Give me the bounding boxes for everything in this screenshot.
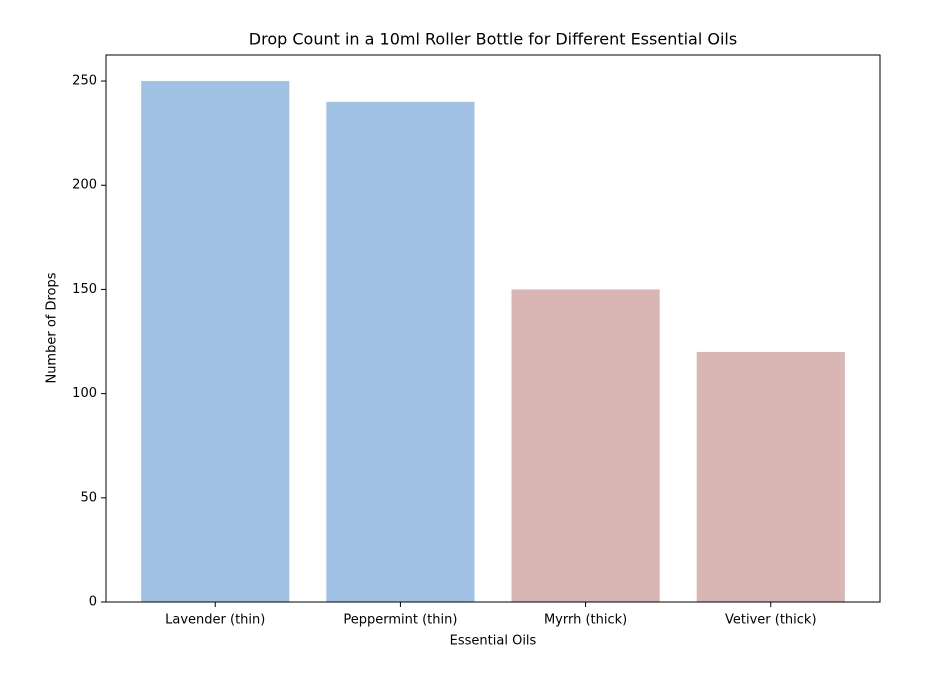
chart-title: Drop Count in a 10ml Roller Bottle for D… [249,30,737,49]
y-tick-label: 150 [72,282,97,297]
x-tick-label: Vetiver (thick) [725,613,817,628]
bar [326,101,475,602]
y-axis-label: Number of Drops [45,272,60,383]
y-tick-label: 50 [80,490,97,505]
bar [141,81,290,603]
y-tick-label: 200 [72,178,97,193]
x-axis-label: Essential Oils [450,634,537,649]
y-tick-label: 0 [89,595,97,610]
x-tick-label: Peppermint (thin) [343,613,457,628]
bar [696,351,845,602]
y-tick-label: 100 [72,386,97,401]
bar [511,289,660,602]
x-tick-label: Lavender (thin) [165,613,265,628]
x-tick-label: Myrrh (thick) [544,613,627,628]
y-tick-label: 250 [72,74,97,89]
plot-frame [105,54,881,603]
